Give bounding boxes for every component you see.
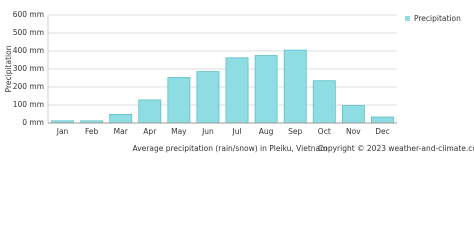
- y-tick-label: 300 mm: [13, 64, 44, 73]
- chart: Precipitation Average precipitation (rai…: [4, 10, 474, 153]
- bar: [283, 49, 307, 124]
- x-tick-label: May: [171, 127, 187, 136]
- y-axis-label: Precipitation: [4, 45, 13, 92]
- bar: [138, 99, 162, 124]
- bar: [254, 55, 278, 124]
- bar: [341, 105, 365, 124]
- bar: [225, 57, 249, 124]
- y-tick-label: 200 mm: [13, 82, 44, 91]
- bar: [312, 80, 336, 124]
- y-tick-label: 600 mm: [13, 10, 44, 19]
- y-tick-label: 400 mm: [13, 46, 44, 55]
- bar: [109, 113, 133, 124]
- x-tick-label: Nov: [346, 127, 361, 136]
- bar: [196, 71, 220, 124]
- y-tick-label: 500 mm: [13, 28, 44, 37]
- legend-label: Precipitation: [414, 14, 461, 23]
- x-tick-label: Dec: [375, 127, 390, 136]
- x-tick-label: Apr: [143, 127, 157, 136]
- x-tick-label: Oct: [318, 127, 331, 136]
- bar: [167, 77, 191, 124]
- bar: [371, 116, 394, 124]
- y-tick-label: 100 mm: [13, 100, 44, 109]
- legend-swatch: [405, 16, 410, 21]
- y-tick-label: 0 mm: [22, 118, 44, 127]
- x-tick-label: Jun: [201, 127, 214, 136]
- x-tick-label: Jul: [232, 127, 242, 136]
- x-tick-label: Jan: [56, 127, 69, 136]
- copyright: Copyright © 2023 weather-and-climate.com: [318, 144, 474, 153]
- x-tick-label: Aug: [259, 127, 274, 136]
- x-tick-label: Feb: [85, 127, 99, 136]
- x-tick-label: Mar: [114, 127, 129, 136]
- x-tick-label: Sep: [288, 127, 302, 136]
- caption: Average precipitation (rain/snow) in Ple…: [133, 144, 328, 153]
